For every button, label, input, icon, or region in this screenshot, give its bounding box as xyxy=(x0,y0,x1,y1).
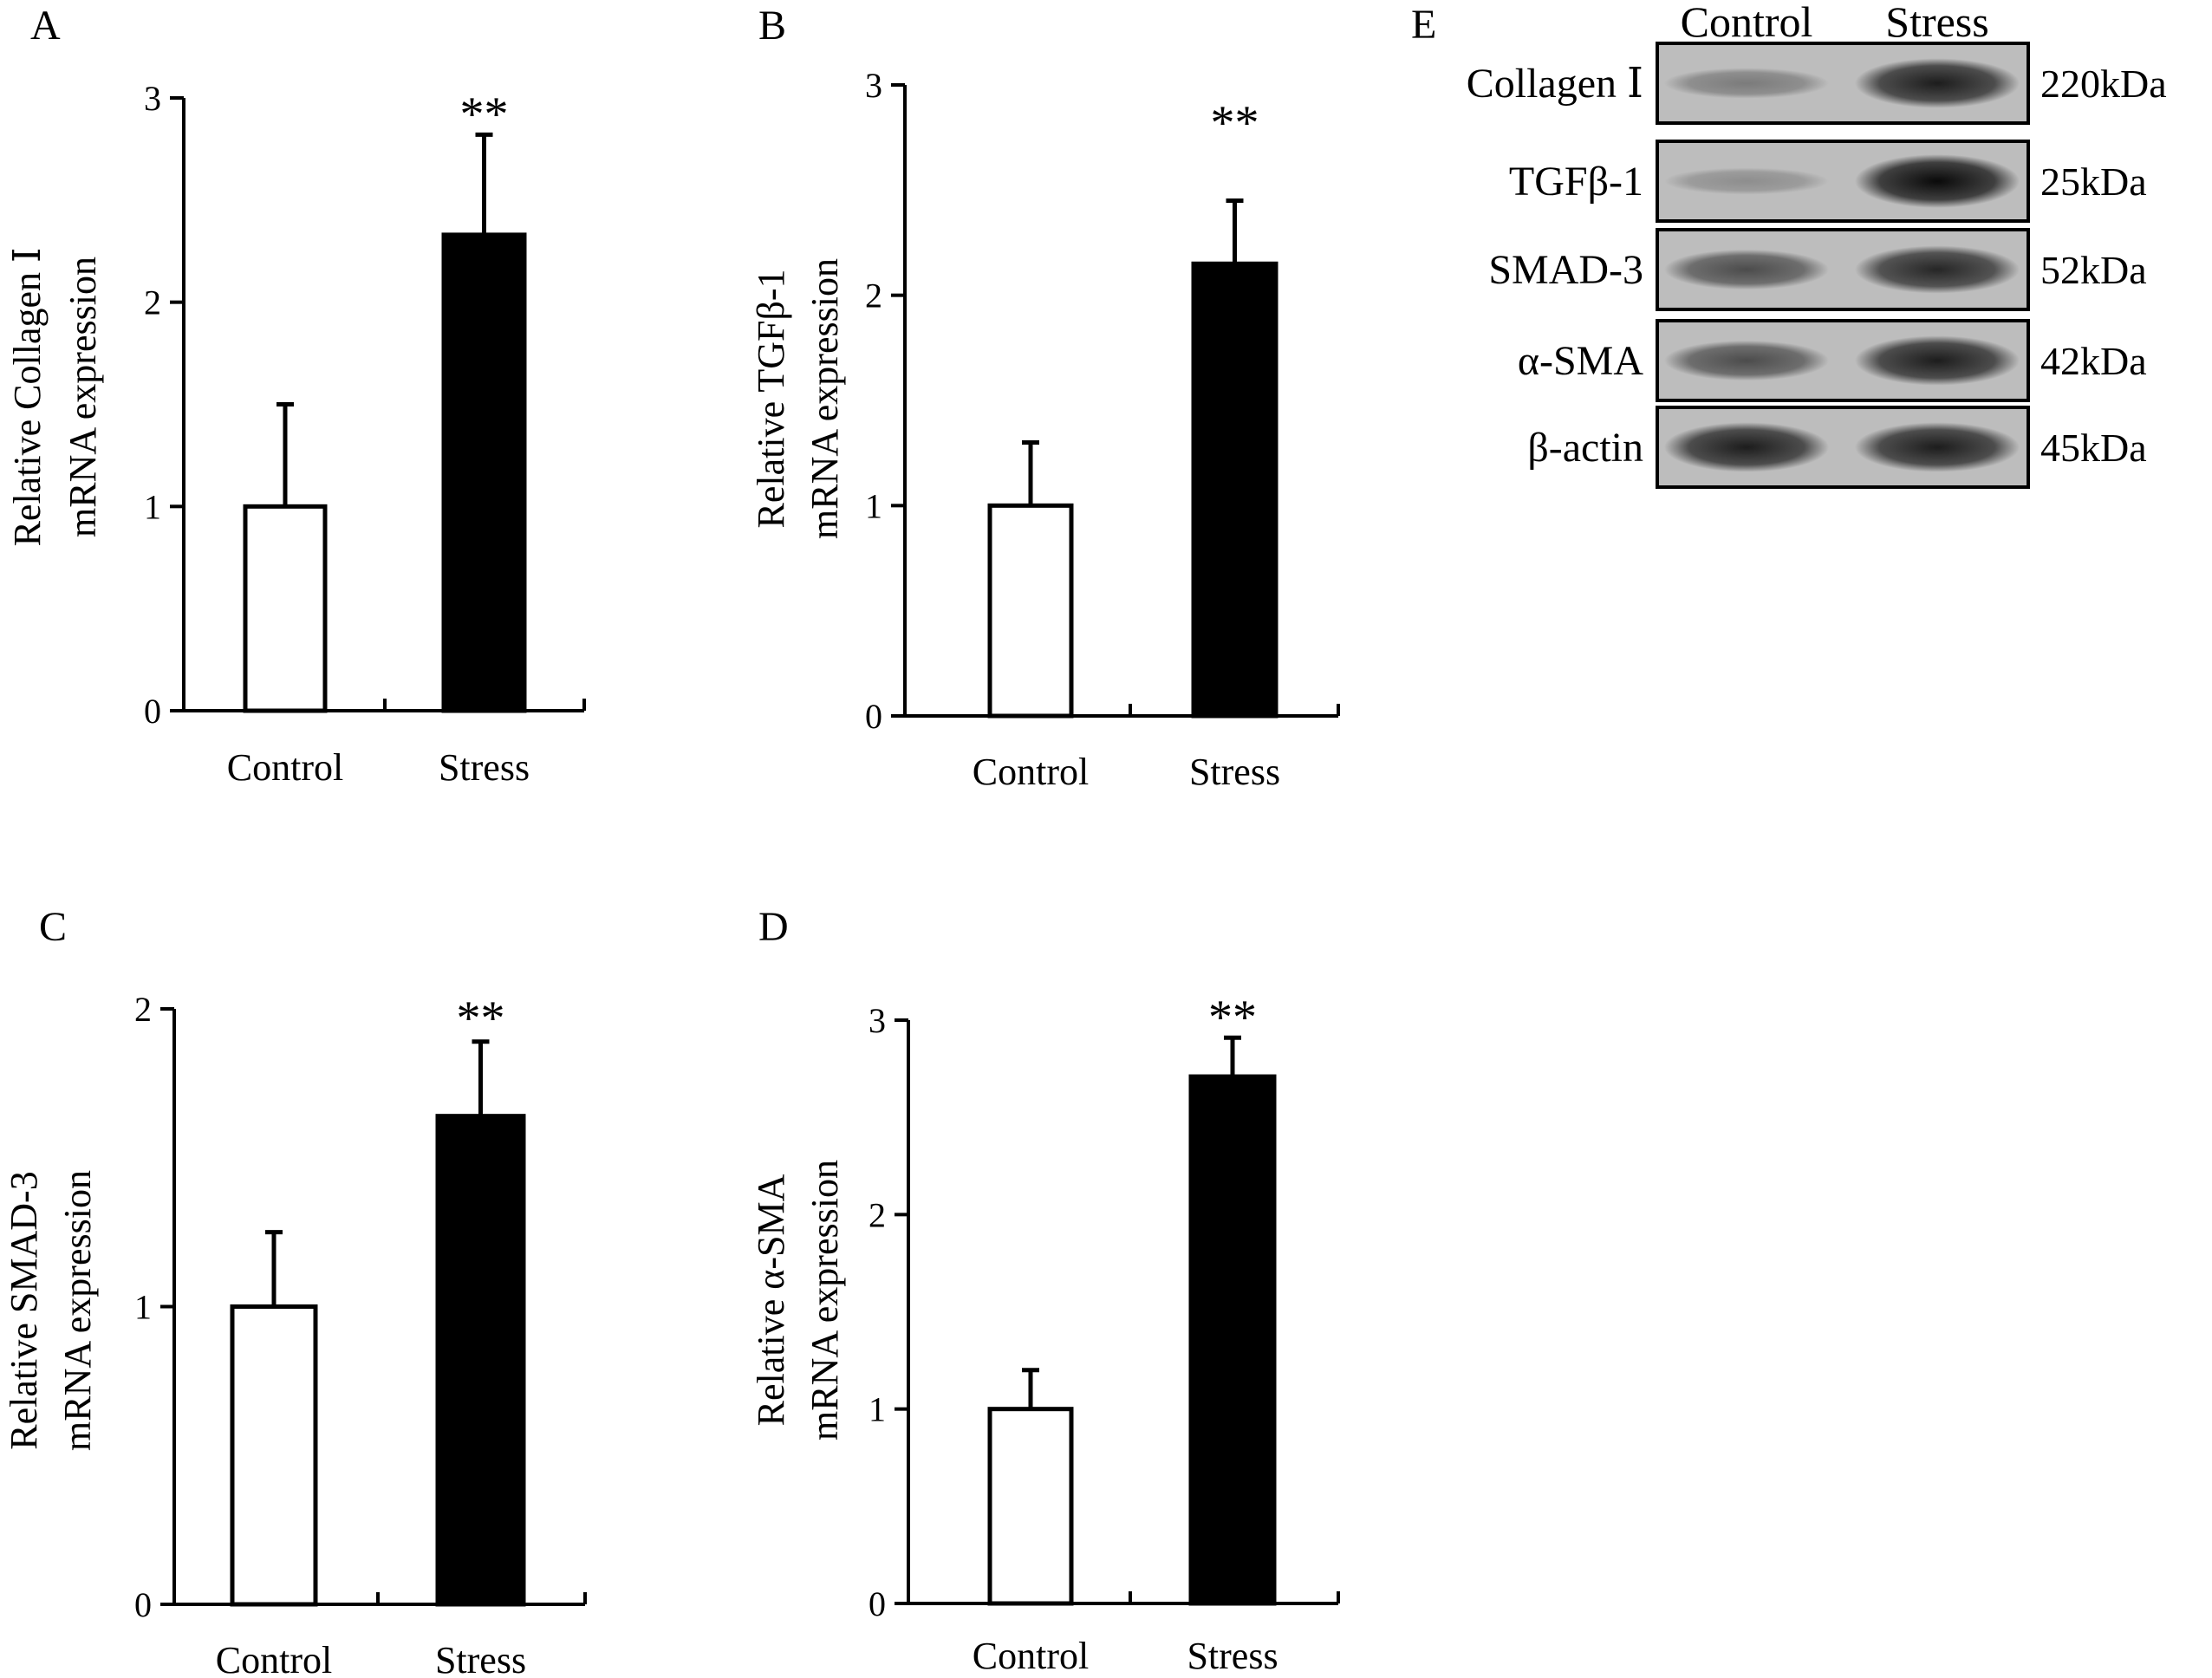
blot-lane-label: Stress xyxy=(1885,0,1988,46)
bar-control xyxy=(230,1304,318,1607)
panel-label: B xyxy=(758,3,786,49)
blot-band xyxy=(1664,249,1829,290)
y-axis-label-line1: Relative TGFβ-1 xyxy=(750,270,792,529)
y-axis-label-line1: Relative SMAD-3 xyxy=(3,1171,45,1449)
blot-size-label: 42kDa xyxy=(2040,339,2147,383)
y-axis-label-line2: mRNA expression xyxy=(56,1170,99,1451)
y-axis-label-line2: mRNA expression xyxy=(803,1160,846,1441)
panel-label: E xyxy=(1411,2,1436,48)
blot-protein-label: β-actin xyxy=(1527,425,1643,471)
chart-panel-c: C 0 1 2 Relative SMAD-3 mRNA expression Contro… xyxy=(3,904,587,1678)
y-tick-label: 2 xyxy=(144,283,161,322)
x-category-label: Control xyxy=(227,746,343,789)
y-tick-label: 2 xyxy=(869,1195,886,1234)
blot-size-label: 25kDa xyxy=(2040,159,2147,204)
western-blot-panel: E Control Stress Collagen Ⅰ 220kDa TGFβ-1 25kD… xyxy=(1411,0,2167,489)
chart-panel-b: B 0 1 2 3 Relative TGFβ-1 mRNA expression Contr… xyxy=(750,3,1340,793)
y-tick-label: 0 xyxy=(869,1584,886,1623)
y-tick-label: 2 xyxy=(134,990,152,1029)
y-tick-label: 0 xyxy=(865,697,882,736)
blot-size-label: 45kDa xyxy=(2040,426,2147,470)
bar-control xyxy=(243,504,328,713)
x-category-label: Control xyxy=(973,1635,1089,1677)
significance-marker: ** xyxy=(1211,96,1259,150)
y-tick-label: 0 xyxy=(134,1585,152,1624)
y-tick-label: 3 xyxy=(865,66,882,105)
blot-band xyxy=(1855,245,2020,294)
blot-band xyxy=(1664,422,1829,472)
blot-band xyxy=(1664,68,1829,99)
blot-protein-label: Collagen Ⅰ xyxy=(1467,61,1643,107)
blot-band xyxy=(1664,167,1829,195)
blot-size-label: 52kDa xyxy=(2040,248,2147,292)
bar-stress xyxy=(1191,261,1278,719)
bar-control xyxy=(987,1407,1074,1606)
y-axis-label-line2: mRNA expression xyxy=(803,258,846,539)
bar-stress xyxy=(441,232,527,713)
significance-marker: ** xyxy=(457,992,505,1045)
x-category-label: Control xyxy=(216,1639,332,1678)
blot-protein-label: SMAD-3 xyxy=(1488,247,1643,293)
blot-band xyxy=(1855,154,2020,208)
blot-size-label: 220kDa xyxy=(2040,62,2167,106)
significance-marker: ** xyxy=(1208,991,1257,1044)
y-tick-label: 1 xyxy=(134,1288,152,1327)
significance-marker: ** xyxy=(460,88,509,141)
bar-stress xyxy=(1188,1074,1277,1606)
x-category-label: Stress xyxy=(1187,1635,1278,1677)
blot-protein-label: α-SMA xyxy=(1518,338,1644,384)
y-tick-label: 1 xyxy=(144,487,161,526)
bar-control xyxy=(987,503,1074,719)
y-axis-label-line2: mRNA expression xyxy=(62,257,104,537)
panel-label: C xyxy=(39,904,67,950)
x-category-label: Stress xyxy=(439,746,530,789)
blot-band xyxy=(1855,58,2020,108)
bar-stress xyxy=(435,1114,526,1607)
blot-lane-label: Control xyxy=(1681,0,1813,46)
chart-panel-a: A 0 1 2 3 Relative Collagen Ⅰ mRNA expression C… xyxy=(6,3,586,789)
y-tick-label: 1 xyxy=(865,486,882,525)
panel-label: D xyxy=(758,904,789,950)
x-category-label: Stress xyxy=(1189,751,1280,793)
y-tick-label: 3 xyxy=(869,1001,886,1040)
x-category-label: Stress xyxy=(435,1639,526,1678)
blot-protein-label: TGFβ-1 xyxy=(1509,159,1643,205)
y-tick-label: 2 xyxy=(865,276,882,315)
blot-band xyxy=(1855,335,2020,386)
blot-band xyxy=(1855,422,2020,472)
y-axis-label-line1: Relative α-SMA xyxy=(750,1174,792,1426)
y-axis-label-line1: Relative Collagen Ⅰ xyxy=(6,248,49,547)
y-tick-label: 1 xyxy=(869,1390,886,1429)
x-category-label: Control xyxy=(973,751,1089,793)
y-tick-label: 3 xyxy=(144,79,161,118)
y-tick-label: 0 xyxy=(144,692,161,731)
chart-panel-d: D 0 1 2 3 Relative α-SMA mRNA expression Contro… xyxy=(750,904,1340,1677)
panel-label: A xyxy=(30,3,61,49)
blot-band xyxy=(1664,340,1829,381)
